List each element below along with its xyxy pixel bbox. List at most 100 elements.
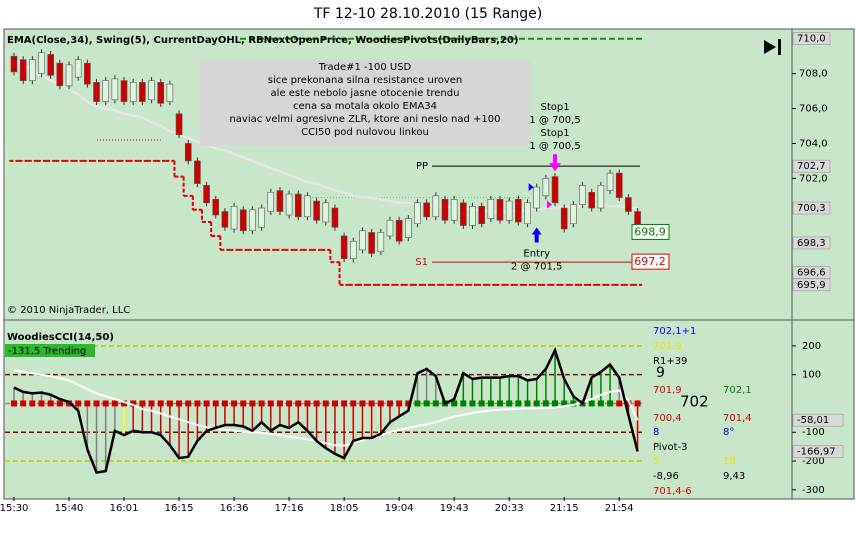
candle-body	[615, 172, 623, 198]
candle-body	[203, 185, 210, 204]
price-box	[631, 223, 670, 240]
axis-tag	[792, 236, 831, 250]
zero-marker	[102, 400, 109, 407]
trade-label: 1 @ 700,5	[529, 141, 580, 152]
play-triangle[interactable]	[764, 40, 776, 54]
price-box-label: 697,2	[634, 255, 666, 268]
axis-tag-label: 702,7	[797, 161, 826, 172]
zero-marker	[38, 400, 45, 407]
y-tick-label: 702,0	[799, 173, 828, 184]
candle-body	[148, 80, 155, 101]
axis-tag	[792, 413, 844, 427]
zero-marker	[322, 400, 329, 407]
x-tick-label: 16:01	[110, 503, 139, 514]
zero-marker	[148, 400, 155, 407]
annotation-line: CCI50 pod nulovou linkou	[301, 127, 429, 138]
candle-body	[175, 113, 183, 136]
annotation-line: ale este nebolo jasne otocenie trendu	[271, 88, 460, 99]
zero-marker	[460, 400, 467, 407]
x-tick-label: 18:05	[330, 503, 359, 514]
pivot-info: 8	[653, 427, 659, 438]
zero-marker	[432, 400, 439, 407]
zero-marker	[56, 400, 63, 407]
turbo-line	[13, 369, 639, 447]
candle-body	[386, 219, 394, 237]
pivot-info: 700,4	[653, 413, 682, 424]
candle-body	[359, 230, 366, 251]
candle-body	[102, 80, 109, 102]
axis-tag	[792, 445, 844, 458]
candle-body	[139, 82, 146, 102]
zero-marker	[607, 400, 614, 407]
zero-marker	[506, 400, 513, 407]
zero-marker	[111, 400, 118, 407]
candle-body	[579, 185, 586, 205]
trade-label: Stop1	[540, 128, 569, 139]
candle-body	[84, 62, 91, 85]
candle-body	[93, 82, 100, 102]
zero-marker	[203, 400, 210, 407]
annotation-line: sice prekonana silna resistance uroven	[268, 75, 463, 86]
zero-marker	[625, 400, 632, 407]
play-icon[interactable]	[764, 39, 781, 55]
x-tick-label: 19:04	[385, 503, 414, 514]
x-tick-label: 15:40	[55, 503, 84, 514]
candle-body	[331, 207, 339, 228]
trade-label: 1 @ 700,5	[529, 115, 580, 126]
axis-tag-label: 710,0	[797, 34, 826, 45]
play-bar[interactable]	[778, 39, 781, 55]
zero-marker	[194, 400, 201, 407]
candle-body	[19, 59, 27, 81]
pivot-info: Pivot-3	[653, 442, 688, 453]
axis-tag	[792, 159, 831, 173]
zero-marker	[487, 400, 494, 407]
zero-marker	[139, 400, 146, 407]
zero-marker	[497, 400, 504, 407]
price-box-label: 698,9	[634, 225, 666, 238]
candle-body	[157, 82, 165, 104]
zero-marker	[166, 400, 173, 407]
zero-marker	[341, 400, 348, 407]
candle-body	[524, 202, 531, 225]
x-tick-label: 15:30	[0, 503, 28, 514]
ema-line	[13, 58, 638, 213]
pivot-label: PP	[416, 161, 428, 172]
status-box	[5, 344, 95, 357]
zero-marker	[231, 400, 238, 407]
zero-marker	[331, 400, 338, 407]
zero-marker	[157, 400, 164, 407]
axis-tag	[792, 32, 831, 45]
pivot-info: 701,9	[653, 385, 682, 396]
x-tick-label: 16:36	[220, 503, 249, 514]
zero-marker	[295, 400, 302, 407]
candle-body	[542, 178, 550, 197]
candle-body	[625, 197, 632, 212]
zero-marker	[542, 400, 549, 407]
zero-marker	[524, 400, 531, 407]
zero-marker	[588, 400, 595, 407]
candle-body	[560, 207, 568, 230]
x-tick-label: 19:43	[440, 503, 469, 514]
zero-marker	[130, 400, 137, 407]
pivot-info: 702,1+1	[653, 326, 696, 337]
zero-marker	[552, 400, 559, 407]
zero-marker	[221, 400, 228, 407]
stop-arrow	[549, 154, 562, 172]
zero-marker	[570, 400, 577, 407]
candle-body	[441, 199, 449, 221]
zero-marker	[286, 400, 293, 407]
zero-marker	[276, 400, 283, 407]
candle-body	[249, 209, 256, 232]
candle-body	[10, 55, 18, 73]
axis-tag-label: 695,9	[797, 280, 826, 291]
window-title: TF 12-10 28.10.2010 (15 Range)	[313, 6, 542, 22]
zero-marker	[20, 400, 27, 407]
candle-body	[414, 202, 421, 225]
candle-body	[478, 205, 485, 225]
y-tick-label: 706,0	[799, 104, 828, 115]
axis-tag	[792, 201, 831, 215]
axis-tag-label: 696,6	[797, 268, 826, 279]
candle-body	[258, 207, 265, 228]
candle-body	[395, 219, 403, 242]
trade-label: Entry	[523, 249, 550, 260]
